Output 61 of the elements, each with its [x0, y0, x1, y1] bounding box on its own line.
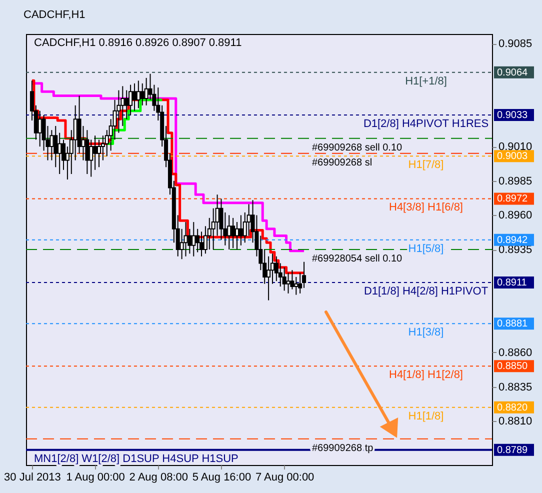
- text: 0.8820: [497, 402, 528, 414]
- y-tick-label: 0.8935: [498, 244, 532, 256]
- candlestick: [50, 130, 54, 161]
- candlestick: [93, 135, 98, 170]
- y-tick-label: 0.8960: [498, 210, 532, 222]
- text: 0.8881: [497, 318, 528, 330]
- candlestick: [58, 132, 62, 175]
- ref-line-label: D1[2/8] H4PIVOT H1RES: [363, 118, 489, 130]
- text: 0.8911: [497, 277, 528, 288]
- candlestick: [227, 214, 232, 250]
- ref-line-label: #69909268 sell 0.10: [312, 142, 403, 154]
- ref-line-label: #69909268 sl: [312, 157, 372, 168]
- candlestick: [140, 82, 144, 106]
- chart-title: CADCHF,H1: [24, 9, 86, 21]
- candlestick: [89, 139, 94, 178]
- y-tick-label: 0.8835: [498, 381, 532, 394]
- x-tick-label: 1 Aug 00:00: [66, 472, 125, 484]
- candlestick: [136, 80, 140, 109]
- y-tick-label: 0.8810: [498, 416, 532, 428]
- candlestick: [231, 217, 236, 249]
- candlestick: [200, 231, 204, 257]
- ref-line-label: H1[7/8]: [408, 159, 444, 172]
- x-tick-label: 7 Aug 00:00: [255, 472, 314, 484]
- text: 0.8789: [497, 444, 528, 456]
- ref-line-label: H1[1/8]: [408, 410, 444, 422]
- candlestick: [144, 77, 148, 106]
- x-tick-label: 5 Aug 16:00: [192, 472, 252, 484]
- candlestick: [184, 222, 188, 257]
- candlestick: [294, 276, 298, 296]
- text: 0.8942: [497, 234, 528, 246]
- candlestick: [235, 222, 239, 250]
- candlestick: [97, 139, 101, 168]
- candlestick: [238, 214, 243, 246]
- y-tick-label: 0.9085: [498, 38, 532, 50]
- candlestick: [85, 130, 90, 175]
- candlestick: [128, 84, 133, 116]
- text: 0.9003: [497, 151, 528, 162]
- y-tick-label: 0.8860: [498, 346, 532, 359]
- candlestick: [196, 228, 200, 253]
- ref-line-label: #69928054 sell 0.10: [312, 254, 403, 264]
- candlestick: [282, 266, 286, 292]
- ref-line-label: MN1[2/8] W1[2/8] D1SUP H4SUP H1SUP: [34, 452, 238, 465]
- candlestick: [38, 110, 42, 148]
- ref-line-label: H4[1/8] H1[2/8]: [389, 369, 463, 382]
- x-tick-label: 2 Aug 08:00: [129, 472, 188, 484]
- text: 0.9033: [497, 110, 528, 121]
- candlestick: [286, 272, 290, 294]
- y-tick-label: 0.8985: [498, 175, 532, 188]
- ref-line-label: H4[3/8] H1[6/8]: [389, 202, 463, 214]
- ref-line-label: H1[+1/8]: [405, 75, 447, 88]
- ref-line-label: H1[3/8]: [408, 326, 444, 339]
- text: 0.8972: [497, 194, 528, 205]
- text: 0.8850: [497, 361, 528, 372]
- candlestick: [266, 256, 271, 301]
- x-tick-label: 30 Jul 2013: [4, 472, 61, 484]
- text: 0.9064: [497, 67, 528, 78]
- candlestick: [192, 222, 196, 257]
- candlestick: [132, 82, 136, 112]
- chart-subtitle: CADCHF,H1 0.8916 0.8926 0.8907 0.8911: [34, 37, 242, 49]
- ref-line-label: D1[1/8] H4[2/8] H1PIVOT: [364, 285, 488, 298]
- candlestick: [124, 90, 129, 120]
